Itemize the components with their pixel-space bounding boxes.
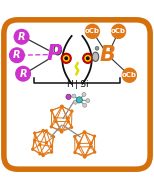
Circle shape [63,56,69,61]
Circle shape [51,109,53,112]
Circle shape [89,146,91,148]
Circle shape [53,136,55,138]
Circle shape [71,110,73,112]
Circle shape [51,145,53,147]
Circle shape [84,155,86,157]
Circle shape [83,103,87,107]
Circle shape [42,155,44,156]
Text: P: P [47,44,62,64]
Circle shape [9,47,25,63]
Circle shape [61,53,71,63]
Circle shape [73,100,77,104]
Circle shape [66,94,71,99]
Ellipse shape [92,52,99,61]
Circle shape [60,129,62,132]
Circle shape [50,126,52,128]
Circle shape [51,151,53,153]
Circle shape [85,24,100,39]
Circle shape [42,130,44,132]
Circle shape [122,67,137,83]
Circle shape [77,146,79,148]
Circle shape [39,153,41,155]
FancyBboxPatch shape [4,20,150,169]
Circle shape [39,144,41,146]
Text: R: R [13,50,21,60]
Circle shape [34,139,36,141]
Circle shape [74,151,76,153]
Circle shape [82,92,86,97]
Circle shape [83,53,93,63]
Circle shape [95,46,99,50]
Circle shape [55,120,57,122]
Circle shape [90,142,92,144]
Circle shape [111,24,126,39]
Circle shape [34,132,36,134]
Text: R: R [18,32,25,42]
Circle shape [84,156,86,158]
Text: oCb: oCb [85,28,100,34]
Circle shape [15,66,31,82]
Circle shape [14,29,30,45]
Circle shape [61,105,63,107]
Text: H❘Si: H❘Si [66,80,88,89]
Circle shape [66,117,68,119]
Text: oCb: oCb [111,28,126,34]
Text: B: B [100,45,116,65]
Text: R: R [19,69,27,79]
Circle shape [76,97,82,103]
Circle shape [78,143,80,144]
Circle shape [71,126,73,128]
Circle shape [87,57,89,60]
Circle shape [32,148,34,150]
Circle shape [45,130,47,132]
Circle shape [85,56,91,61]
Circle shape [45,142,47,144]
Text: oCb: oCb [122,72,137,78]
Circle shape [84,131,86,133]
Circle shape [94,151,96,153]
Circle shape [61,105,63,107]
Circle shape [93,135,95,137]
Ellipse shape [54,45,61,55]
Circle shape [61,131,63,133]
Circle shape [67,121,69,123]
Circle shape [54,117,56,119]
Circle shape [74,136,76,138]
Circle shape [83,131,85,133]
Circle shape [86,99,90,103]
Circle shape [65,57,67,60]
Circle shape [72,94,76,98]
